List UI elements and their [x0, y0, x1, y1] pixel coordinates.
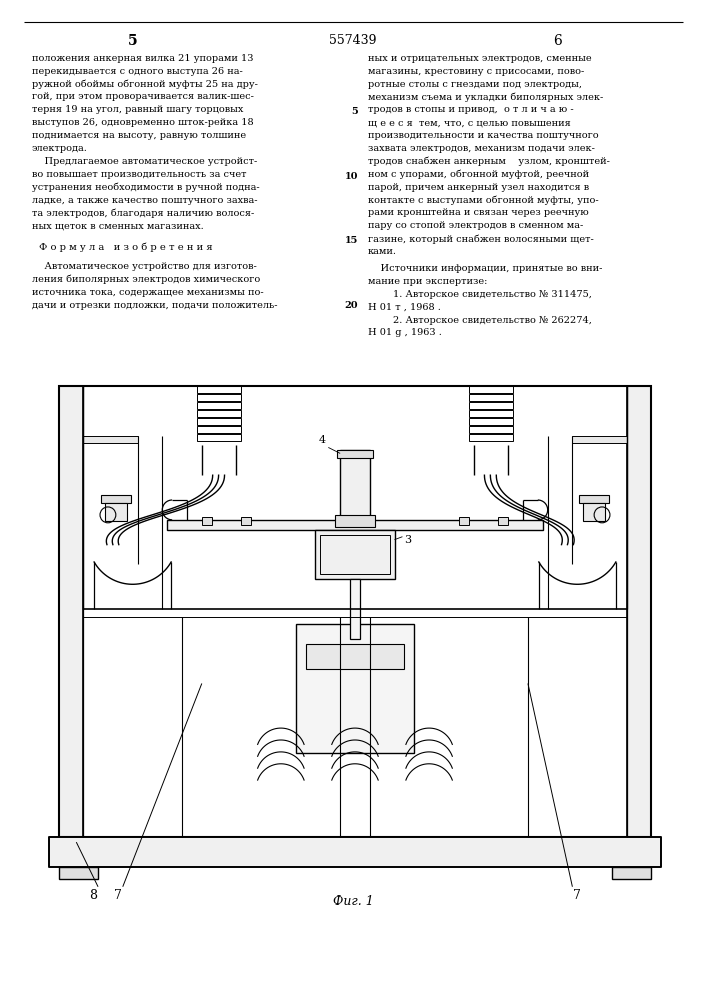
Text: механизм съема и укладки биполярных элек-: механизм съема и укладки биполярных элек…	[368, 92, 603, 102]
Bar	[197, 402, 241, 409]
Bar	[197, 394, 241, 401]
Text: поднимается на высоту, равную толшине: поднимается на высоту, равную толшине	[32, 131, 246, 140]
Bar	[49, 837, 661, 867]
Bar	[469, 402, 513, 409]
Text: 557439: 557439	[329, 34, 377, 47]
Bar	[83, 436, 138, 443]
Bar	[197, 386, 241, 393]
Text: тродов снабжен анкерным    узлом, кронштей-: тродов снабжен анкерным узлом, кронштей-	[368, 157, 609, 166]
Text: терня 19 на угол, равный шагу торцовых: терня 19 на угол, равный шагу торцовых	[32, 105, 243, 114]
Text: захвата электродов, механизм подачи элек-: захвата электродов, механизм подачи элек…	[368, 144, 595, 153]
Text: ления биполярных электродов химического: ления биполярных электродов химического	[32, 275, 260, 284]
Bar	[612, 867, 651, 879]
Text: 4: 4	[318, 435, 325, 445]
Bar	[469, 418, 513, 425]
Text: Ф о р м у л а   и з о б р е т е н и я: Ф о р м у л а и з о б р е т е н и я	[39, 242, 212, 252]
Text: во повышает производительность за счет: во повышает производительность за счет	[32, 170, 246, 179]
Text: ладке, а также качество поштучного захва-: ладке, а также качество поштучного захва…	[32, 196, 257, 205]
Bar	[168, 520, 543, 530]
Bar	[469, 426, 513, 433]
Bar	[296, 624, 414, 753]
Text: Источники информации, принятые во вни-: Источники информации, принятые во вни-	[368, 264, 602, 273]
Text: 8: 8	[89, 889, 97, 902]
Text: Н 01 т , 1968 .: Н 01 т , 1968 .	[368, 303, 440, 312]
Text: газине, который снабжен волосяными щет-: газине, который снабжен волосяными щет-	[368, 234, 594, 244]
Text: электрода.: электрода.	[32, 144, 88, 153]
Text: 20: 20	[344, 301, 358, 310]
Text: ротные столы с гнездами под электроды,: ротные столы с гнездами под электроды,	[368, 80, 582, 89]
Text: Фиг. 1: Фиг. 1	[332, 895, 373, 908]
Bar	[197, 434, 241, 441]
Bar	[583, 503, 605, 521]
Text: 6: 6	[553, 34, 562, 48]
Text: ном с упорами, обгонной муфтой, реечной: ном с упорами, обгонной муфтой, реечной	[368, 170, 589, 179]
Bar	[197, 418, 241, 425]
Bar	[626, 386, 651, 837]
Bar	[459, 517, 469, 525]
Bar	[337, 450, 373, 458]
Bar	[305, 644, 404, 669]
Text: ками.: ками.	[368, 247, 397, 256]
Bar	[335, 515, 375, 527]
Bar	[101, 495, 131, 503]
Bar	[469, 410, 513, 417]
Text: гой, при этом проворачивается валик-шес-: гой, при этом проворачивается валик-шес-	[32, 92, 254, 101]
Bar	[197, 426, 241, 433]
Bar	[579, 495, 609, 503]
Text: ных и отрицательных электродов, сменные: ных и отрицательных электродов, сменные	[368, 54, 592, 63]
Text: тродов в стопы и привод,  о т л и ч а ю -: тродов в стопы и привод, о т л и ч а ю -	[368, 105, 573, 114]
Text: производительности и качества поштучного: производительности и качества поштучного	[368, 131, 598, 140]
Text: ружной обоймы обгонной муфты 25 на дру-: ружной обоймы обгонной муфты 25 на дру-	[32, 80, 258, 89]
Text: 1. Авторское свидетельство № 311475,: 1. Авторское свидетельство № 311475,	[368, 290, 592, 299]
Bar	[469, 386, 513, 393]
Text: магазины, крестовину с присосами, пово-: магазины, крестовину с присосами, пово-	[368, 67, 584, 76]
Text: 5: 5	[351, 107, 358, 116]
Bar	[469, 394, 513, 401]
Bar	[105, 503, 127, 521]
Text: дачи и отрезки подложки, подачи положитель-: дачи и отрезки подложки, подачи положите…	[32, 301, 277, 310]
Text: 7: 7	[573, 889, 581, 902]
Text: перекидывается с одного выступа 26 на-: перекидывается с одного выступа 26 на-	[32, 67, 243, 76]
Text: Автоматическое устройство для изготов-: Автоматическое устройство для изготов-	[32, 262, 257, 271]
Bar	[201, 517, 211, 525]
Text: 10: 10	[344, 172, 358, 181]
Bar	[59, 386, 83, 837]
Text: Н 01 g , 1963 .: Н 01 g , 1963 .	[368, 328, 442, 337]
Bar	[59, 386, 651, 837]
Bar	[197, 410, 241, 417]
Text: 7: 7	[114, 889, 122, 902]
Text: источника тока, содержащее механизмы по-: источника тока, содержащее механизмы по-	[32, 288, 264, 297]
Text: рами кронштейна и связан через реечную: рами кронштейна и связан через реечную	[368, 208, 589, 217]
Text: мание при экспертизе:: мание при экспертизе:	[368, 277, 487, 286]
Bar	[340, 450, 370, 520]
Text: пару со стопой электродов в сменном ма-: пару со стопой электродов в сменном ма-	[368, 221, 583, 230]
Bar	[241, 517, 251, 525]
Text: 5: 5	[128, 34, 137, 48]
Text: устранения необходимости в ручной подна-: устранения необходимости в ручной подна-	[32, 183, 259, 192]
Text: положения анкерная вилка 21 упорами 13: положения анкерная вилка 21 упорами 13	[32, 54, 253, 63]
Text: 2. Авторское свидетельство № 262274,: 2. Авторское свидетельство № 262274,	[368, 316, 592, 325]
Bar	[498, 517, 508, 525]
Bar	[573, 436, 626, 443]
Text: ных щеток в сменных магазинах.: ных щеток в сменных магазинах.	[32, 221, 204, 230]
Bar	[320, 535, 390, 574]
Bar	[59, 867, 98, 879]
Bar	[350, 579, 360, 639]
Text: выступов 26, одновременно шток-рейка 18: выступов 26, одновременно шток-рейка 18	[32, 118, 254, 127]
Bar	[469, 434, 513, 441]
Text: та электродов, благодаря наличию волося-: та электродов, благодаря наличию волося-	[32, 208, 254, 218]
Text: Предлагаемое автоматическое устройст-: Предлагаемое автоматическое устройст-	[32, 157, 257, 166]
Text: 15: 15	[344, 236, 358, 245]
Text: парой, причем анкерный узел находится в: парой, причем анкерный узел находится в	[368, 183, 589, 192]
Text: 3: 3	[404, 535, 411, 545]
Text: контакте с выступами обгонной муфты, упо-: контакте с выступами обгонной муфты, упо…	[368, 196, 598, 205]
Text: щ е е с я  тем, что, с целью повышения: щ е е с я тем, что, с целью повышения	[368, 118, 571, 127]
Bar	[315, 530, 395, 579]
